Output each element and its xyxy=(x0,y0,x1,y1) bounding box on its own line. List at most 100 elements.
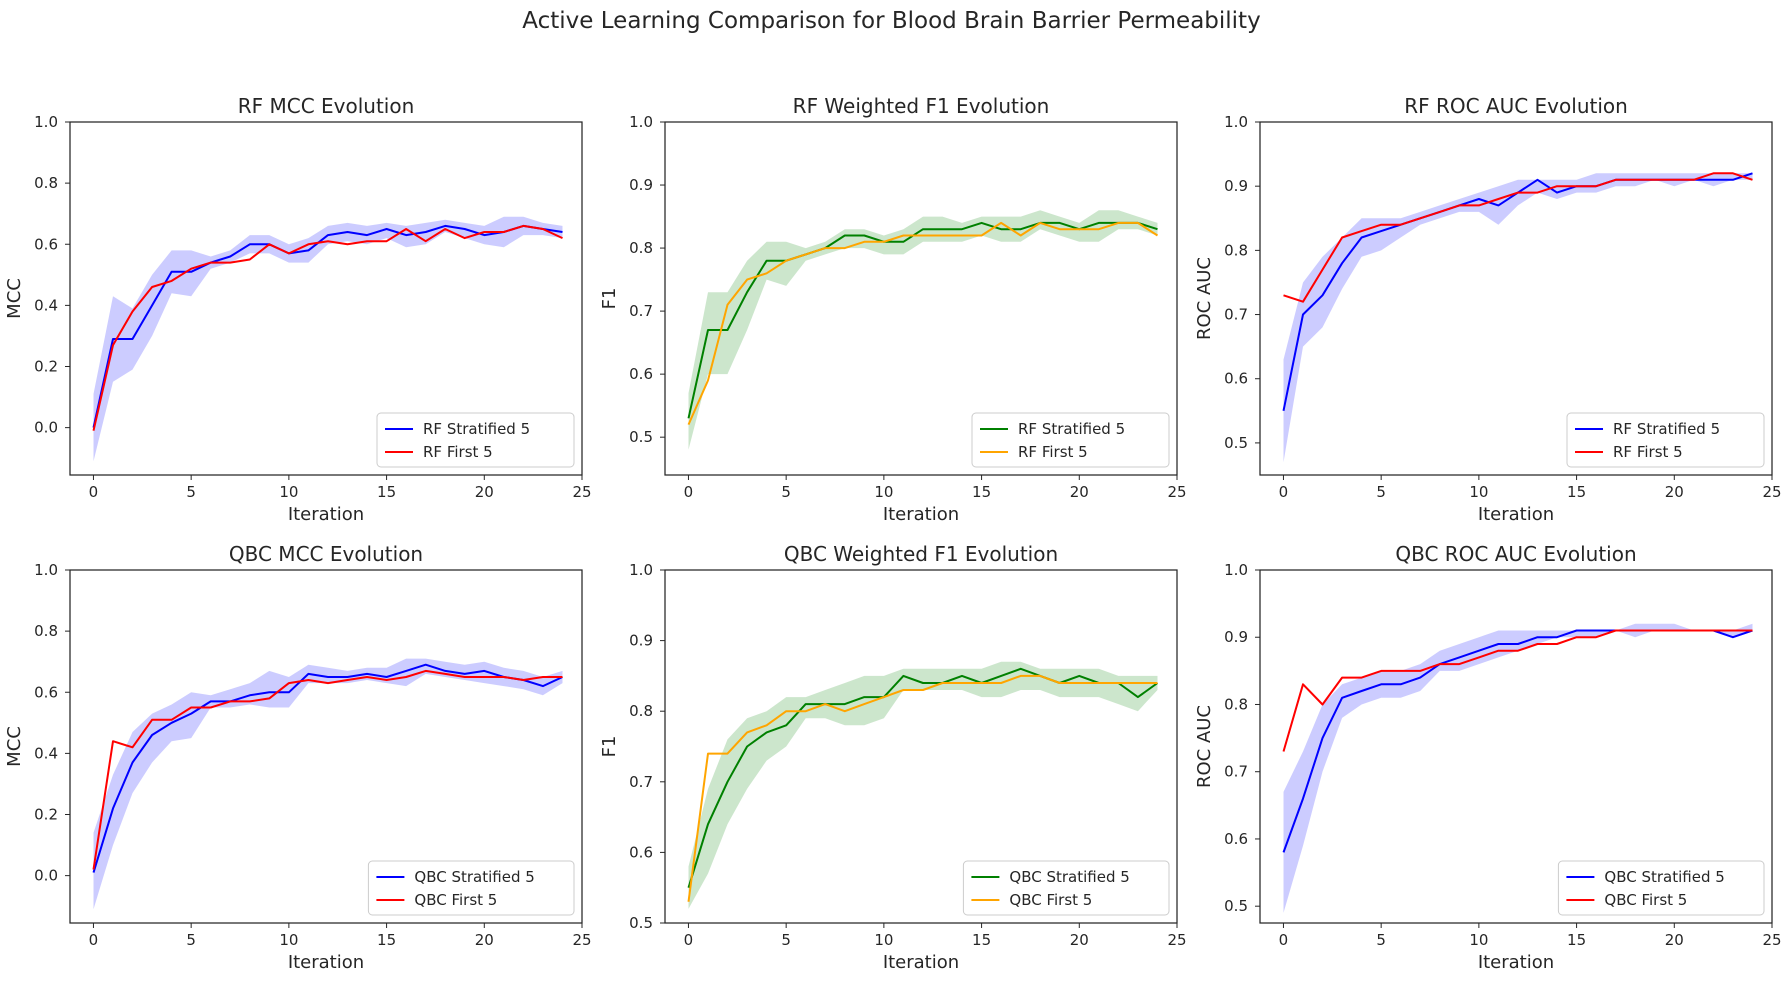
legend-label: RF Stratified 5 xyxy=(1613,420,1720,438)
legend-label: QBC Stratified 5 xyxy=(1009,868,1129,886)
x-tick-label: 25 xyxy=(1167,483,1186,501)
x-tick-label: 15 xyxy=(1567,931,1586,949)
confidence-band xyxy=(1283,623,1753,913)
plot-frame xyxy=(1259,121,1773,476)
y-tick-label: 0.8 xyxy=(34,174,58,192)
x-tick-label: 20 xyxy=(475,931,494,949)
subplot-2: RF Weighted F1 Evolution 0.5 0.6 0.7 0.8 0.9 1… xyxy=(599,94,1187,525)
x-tick-label: 20 xyxy=(475,483,494,501)
y-tick-label: 0.4 xyxy=(34,296,58,314)
series-line-first xyxy=(92,224,563,431)
y-tick-label: 0.7 xyxy=(1224,763,1248,781)
subplot-title: RF MCC Evolution xyxy=(238,94,415,118)
x-axis-label: Iteration xyxy=(883,504,959,525)
x-axis-label: Iteration xyxy=(288,952,364,973)
x-tick-label: 5 xyxy=(186,483,196,501)
x-tick-label: 25 xyxy=(1762,483,1781,501)
y-tick-label: 0.8 xyxy=(629,239,653,257)
y-tick-label: 0.6 xyxy=(34,235,58,253)
x-tick-label: 10 xyxy=(874,483,893,501)
figure-title: Active Learning Comparison for Blood Bra… xyxy=(522,8,1260,34)
y-axis-label: ROC AUC xyxy=(1194,705,1215,788)
legend: QBC Stratified 5 QBC First 5 xyxy=(962,860,1170,916)
x-tick-label: 15 xyxy=(972,483,991,501)
plot-frame xyxy=(664,121,1178,476)
subplot-1: RF MCC Evolution 0.0 0.2 0.4 0.6 0.8 1.0 0 5 10 15… xyxy=(4,94,592,525)
y-tick-label: 0.8 xyxy=(34,622,58,640)
y-tick-label: 0.9 xyxy=(629,176,653,194)
legend-label: QBC Stratified 5 xyxy=(1604,868,1724,886)
legend-label: RF First 5 xyxy=(1613,443,1683,461)
legend-box xyxy=(1566,412,1765,468)
y-tick-label: 1.0 xyxy=(1224,113,1248,131)
subplot-title: RF Weighted F1 Evolution xyxy=(793,94,1050,118)
series-line-first xyxy=(1283,172,1753,303)
plot-frame xyxy=(69,569,583,924)
x-tick-label: 5 xyxy=(1376,931,1386,949)
subplot-title: QBC ROC AUC Evolution xyxy=(1395,542,1636,566)
y-axis-label: F1 xyxy=(599,288,620,310)
y-tick-label: 0.9 xyxy=(1224,628,1248,646)
x-tick-label: 0 xyxy=(684,931,694,949)
x-tick-label: 10 xyxy=(874,931,893,949)
x-axis-label: Iteration xyxy=(1478,504,1554,525)
plot-frame xyxy=(1259,569,1773,924)
x-tick-label: 5 xyxy=(186,931,196,949)
x-tick-label: 25 xyxy=(1762,931,1781,949)
legend-box xyxy=(376,412,575,468)
series-line-first xyxy=(92,669,563,870)
series-line-first xyxy=(687,674,1158,902)
y-tick-label: 0.8 xyxy=(629,702,653,720)
subplot-grid: RF MCC Evolution 0.0 0.2 0.4 0.6 0.8 1.0 0 5 10 15… xyxy=(4,94,1782,973)
legend: QBC Stratified 5 QBC First 5 xyxy=(367,860,575,916)
x-tick-label: 20 xyxy=(1070,931,1089,949)
legend-label: RF First 5 xyxy=(423,443,493,461)
series-line-stratified xyxy=(92,224,563,428)
legend-label: RF Stratified 5 xyxy=(423,420,530,438)
x-tick-label: 15 xyxy=(377,931,396,949)
y-tick-label: 0.5 xyxy=(1224,897,1248,915)
y-tick-label: 0.9 xyxy=(629,632,653,650)
x-tick-label: 25 xyxy=(572,483,591,501)
legend: RF Stratified 5 RF First 5 xyxy=(1566,412,1765,468)
legend-label: QBC First 5 xyxy=(1009,891,1092,909)
legend-box xyxy=(1557,860,1765,916)
legend: RF Stratified 5 RF First 5 xyxy=(971,412,1170,468)
series-line-first xyxy=(687,221,1159,426)
y-tick-label: 1.0 xyxy=(629,113,653,131)
subplot-4: QBC MCC Evolution 0.0 0.2 0.4 0.6 0.8 1.0 0 5 10 1… xyxy=(4,542,592,973)
y-tick-label: 0.5 xyxy=(629,428,653,446)
x-tick-label: 15 xyxy=(1567,483,1586,501)
legend: RF Stratified 5 RF First 5 xyxy=(376,412,575,468)
x-tick-label: 15 xyxy=(377,483,396,501)
y-axis-label: MCC xyxy=(4,726,25,767)
y-tick-label: 0.8 xyxy=(1224,695,1248,713)
y-tick-label: 0.5 xyxy=(1224,434,1248,452)
x-tick-label: 0 xyxy=(89,483,99,501)
x-tick-label: 20 xyxy=(1665,483,1684,501)
x-tick-label: 5 xyxy=(781,931,791,949)
legend-label: RF First 5 xyxy=(1018,443,1088,461)
x-tick-label: 25 xyxy=(572,931,591,949)
subplot-title: QBC MCC Evolution xyxy=(229,542,423,566)
y-tick-label: 0.7 xyxy=(629,302,653,320)
y-tick-label: 0.4 xyxy=(34,744,58,762)
series-line-stratified xyxy=(687,667,1159,888)
legend-label: QBC First 5 xyxy=(414,891,497,909)
y-tick-label: 0.8 xyxy=(1224,241,1248,259)
x-tick-label: 10 xyxy=(1469,931,1488,949)
y-tick-label: 0.6 xyxy=(629,365,653,383)
legend-box xyxy=(971,412,1170,468)
y-tick-label: 0.6 xyxy=(629,843,653,861)
subplot-6: QBC ROC AUC Evolution 0.5 0.6 0.7 0.8 0.9 1.0 0… xyxy=(1194,542,1782,973)
legend-box xyxy=(962,860,1170,916)
y-tick-label: 0.9 xyxy=(1224,177,1248,195)
y-tick-label: 0.6 xyxy=(34,683,58,701)
plot-frame xyxy=(69,121,583,476)
y-axis-label: F1 xyxy=(599,736,620,758)
y-tick-label: 1.0 xyxy=(34,561,58,579)
x-tick-label: 20 xyxy=(1665,931,1684,949)
legend-label: QBC First 5 xyxy=(1604,891,1687,909)
